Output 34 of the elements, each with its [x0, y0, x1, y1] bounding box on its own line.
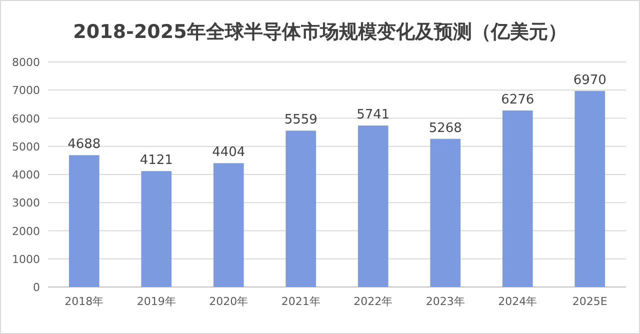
chart-title: 2018-2025年全球半导体市场规模变化及预测（亿美元）	[73, 21, 567, 43]
x-tick-label: 2018年	[64, 295, 104, 308]
x-tick-label: 2025E	[572, 295, 608, 308]
y-tick-label: 0	[33, 281, 40, 294]
y-tick-label: 2000	[12, 224, 40, 238]
y-tick-label: 4000	[12, 168, 40, 182]
data-label: 6276	[501, 92, 534, 108]
bar	[574, 90, 606, 287]
y-tick-label: 5000	[12, 140, 40, 154]
bar	[213, 163, 244, 287]
bar	[141, 171, 172, 287]
y-tick-label: 3000	[12, 196, 40, 210]
data-label: 4404	[212, 145, 246, 160]
data-label: 5559	[284, 112, 318, 128]
data-label: 4688	[68, 137, 101, 152]
y-tick-label: 8000	[12, 56, 40, 69]
data-label: 5268	[428, 120, 462, 136]
data-label: 6970	[573, 72, 606, 88]
bar	[430, 138, 461, 287]
data-label: 5741	[356, 108, 390, 123]
x-tick-label: 2020年	[209, 295, 248, 308]
y-tick-label: 7000	[12, 84, 40, 98]
x-tick-label: 2023年	[426, 295, 465, 308]
data-label: 4121	[140, 153, 173, 168]
bar	[68, 155, 100, 287]
x-tick-label: 2021年	[281, 295, 320, 308]
bar	[502, 110, 533, 287]
x-tick-label: 2022年	[354, 295, 393, 308]
bar	[286, 130, 316, 287]
x-tick-label: 2024年	[498, 295, 538, 308]
bar	[358, 126, 388, 287]
y-tick-label: 1000	[12, 252, 40, 266]
y-tick-label: 6000	[12, 112, 40, 126]
x-tick-label: 2019年	[136, 295, 176, 308]
